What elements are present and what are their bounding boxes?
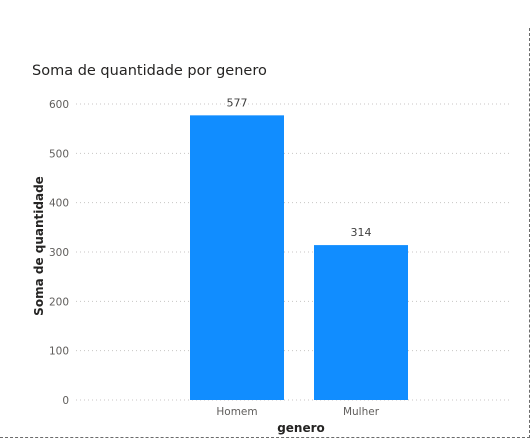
x-axis-title: genero — [277, 421, 325, 435]
chart-title: Soma de quantidade por genero — [32, 63, 267, 79]
y-tick-label: 400 — [49, 198, 69, 210]
visual-border-bottom — [0, 437, 530, 438]
visual-border-right — [529, 28, 530, 438]
y-tick-label: 200 — [49, 296, 69, 308]
y-tick-label: 100 — [49, 346, 69, 358]
y-tick-label: 0 — [62, 395, 69, 407]
y-tick-label: 600 — [49, 99, 69, 111]
x-tick-label-mulher: Mulher — [343, 406, 380, 418]
x-tick-label-homem: Homem — [216, 406, 257, 418]
bar-mulher[interactable] — [314, 245, 408, 400]
data-label-homem: 577 — [227, 96, 248, 109]
y-axis-title: Soma de quantidade — [32, 176, 46, 316]
bar-homem[interactable] — [190, 115, 284, 400]
y-tick-label: 300 — [49, 247, 69, 259]
y-tick-label: 500 — [49, 148, 69, 160]
data-label-mulher: 314 — [351, 226, 372, 239]
